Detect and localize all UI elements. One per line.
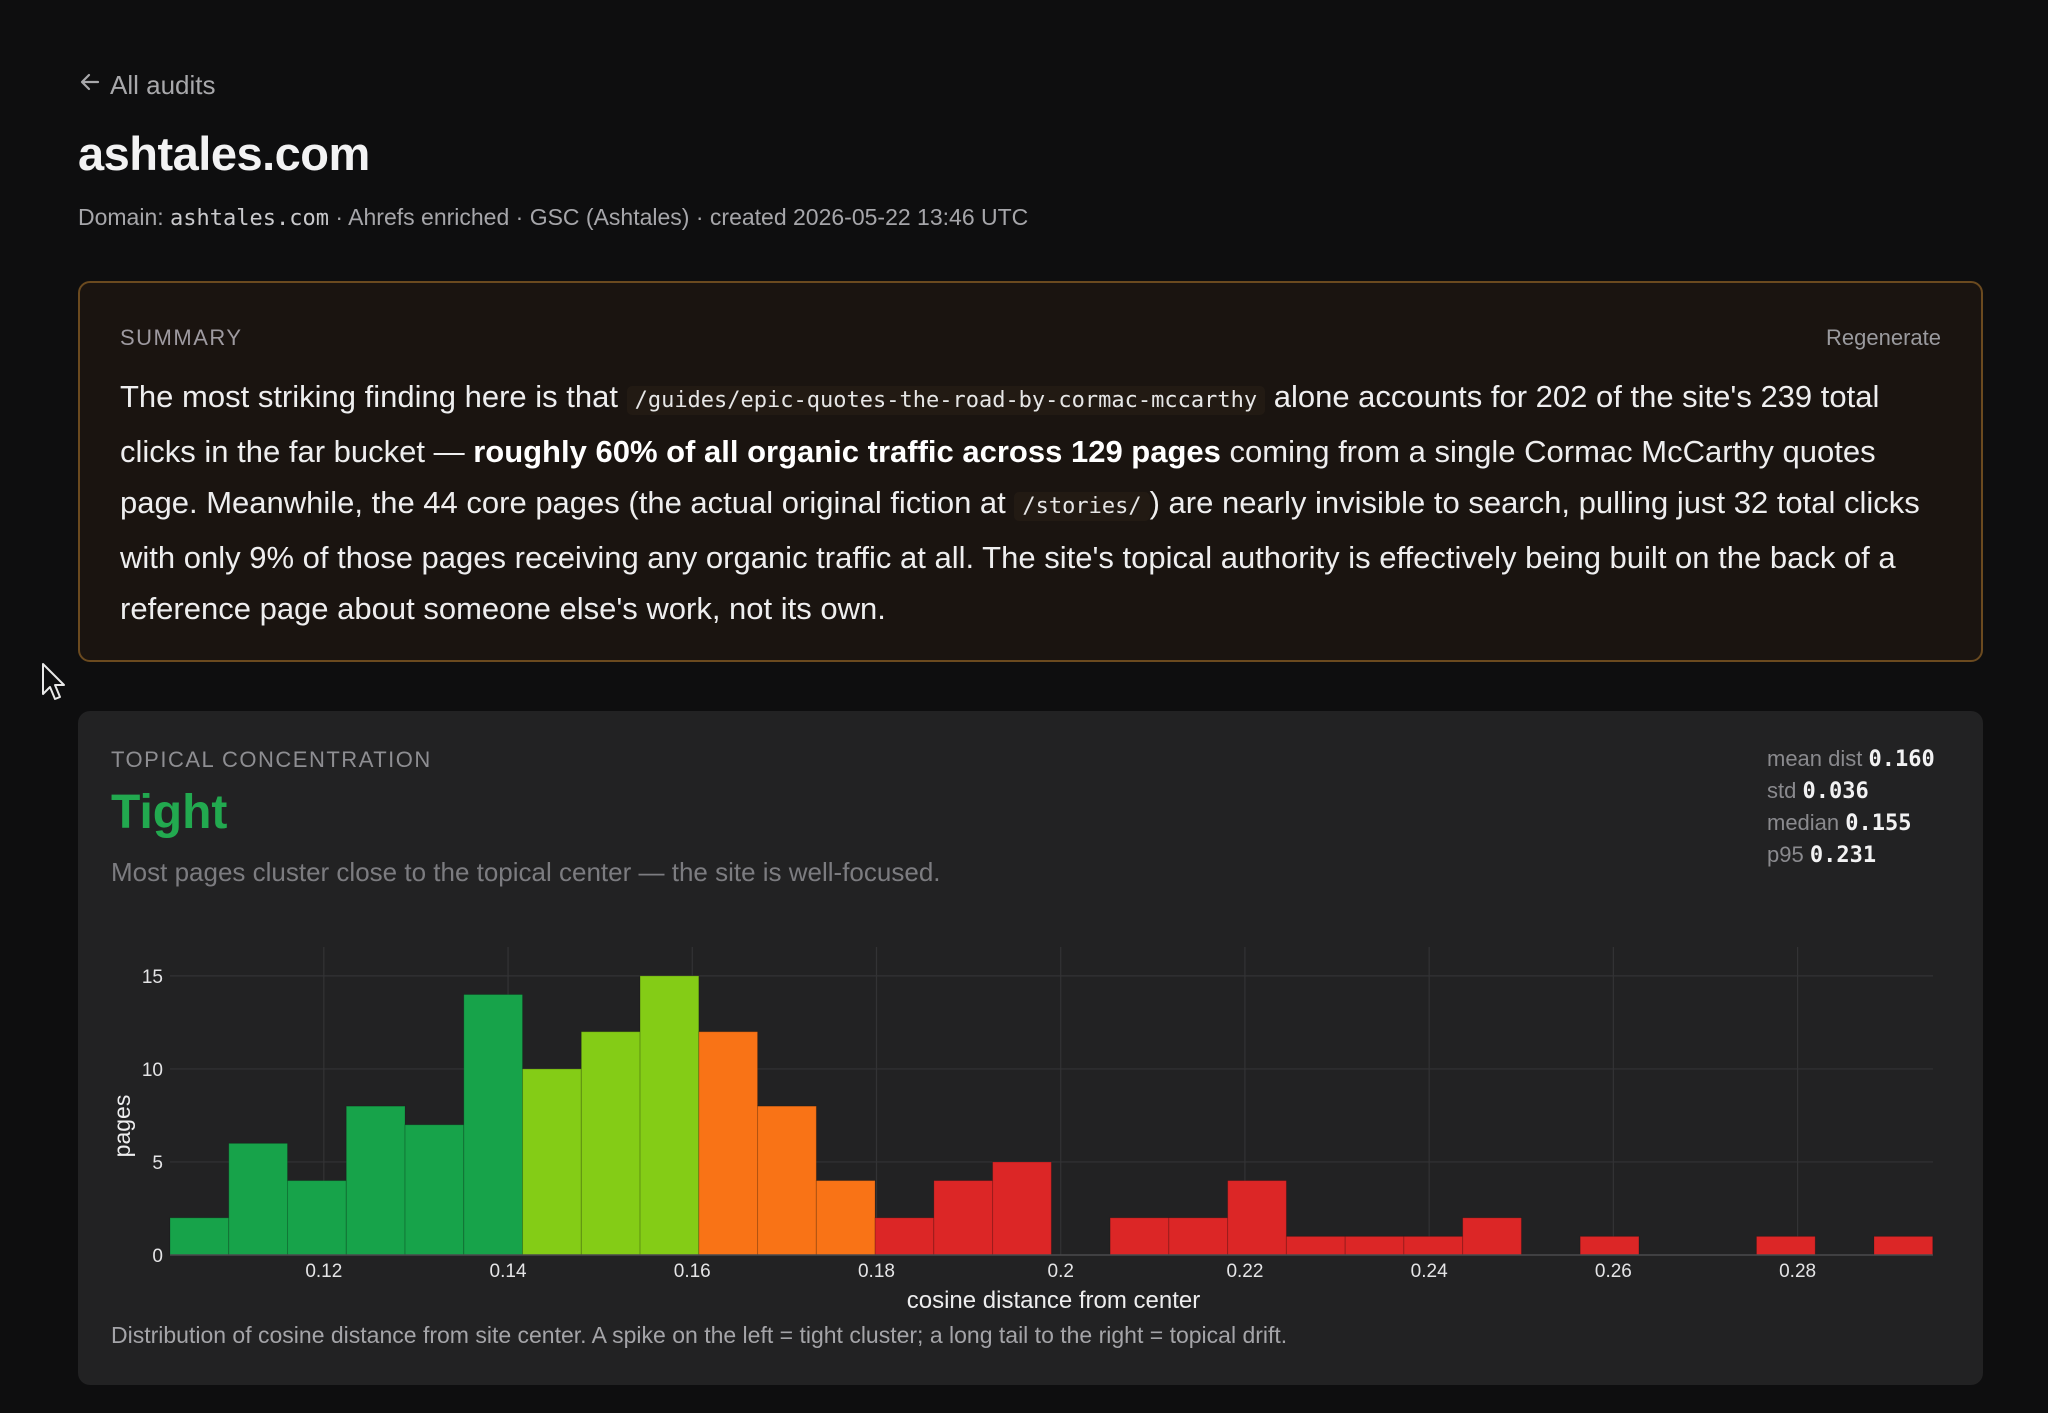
x-tick-label: 0.22 [1226, 1261, 1263, 1282]
summary-text-part: ) are nearly invisible to search, pullin… [120, 485, 1920, 626]
histogram-bar [815, 1180, 876, 1256]
summary-highlight: roughly 60% of all organic traffic acros… [473, 434, 1221, 469]
histogram-bar [287, 1180, 347, 1256]
arrow-left-icon [78, 70, 102, 101]
histogram-bar [757, 1105, 817, 1256]
histogram-bar [345, 1105, 406, 1256]
x-tick-label: 0.24 [1411, 1261, 1448, 1282]
page-title: ashtales.com [78, 127, 370, 180]
stat-value: 0.155 [1845, 811, 1912, 836]
distance-stats: mean dist 0.160 std 0.036 median 0.155 p… [1767, 743, 1935, 871]
summary-code-path: /guides/epic-quotes-the-road-by-cormac-m… [626, 386, 1266, 415]
back-link-label: All audits [110, 70, 216, 100]
summary-text-part: alone accounts for 202 of the site's 239… [120, 379, 1880, 469]
y-tick-label: 10 [142, 1060, 163, 1081]
meta-domain: ashtales.com [170, 206, 329, 231]
summary-text: The most striking finding here is that /… [120, 371, 1950, 634]
topical-concentration-card: TOPICAL CONCENTRATION Tight Most pages c… [78, 711, 1983, 1385]
chart-caption: Distribution of cosine distance from sit… [111, 1322, 1288, 1348]
meta-details: · Ahrefs enriched · GSC (Ashtales) · cre… [329, 204, 1029, 230]
summary-code-path: /stories/ [1014, 492, 1150, 521]
x-tick-label: 0.28 [1779, 1261, 1816, 1282]
histogram-bar [1168, 1217, 1229, 1256]
stat-label: std [1767, 778, 1797, 803]
stat-std: std 0.036 [1767, 775, 1935, 807]
stat-median: median 0.155 [1767, 807, 1935, 839]
histogram-bar [169, 1217, 230, 1256]
meta-domain-prefix: Domain: [78, 204, 171, 230]
topical-verdict: Tight [111, 786, 228, 839]
distance-histogram-chart: 0.12 0.14 0.16 0.18 0.2 0.22 0.24 0.26 0.28 0 5 10 1… [109, 947, 1934, 1311]
histogram-bar [580, 1031, 641, 1256]
histogram-bar [933, 1180, 994, 1256]
y-tick-label: 0 [152, 1246, 163, 1267]
back-to-audits-link[interactable]: All audits [78, 70, 216, 101]
histogram-bar [404, 1124, 465, 1256]
stat-label: p95 [1767, 842, 1804, 867]
y-tick-label: 15 [142, 967, 163, 988]
histogram-bar [1579, 1235, 1640, 1256]
y-tick-label: 5 [152, 1153, 163, 1174]
audit-meta: Domain: ashtales.com · Ahrefs enriched ·… [78, 204, 1028, 231]
x-tick-label: 0.2 [1048, 1261, 1074, 1282]
stat-label: median [1767, 810, 1840, 835]
stat-p95: p95 0.231 [1767, 839, 1935, 871]
histogram-bar [1403, 1235, 1464, 1256]
histogram-bar [1462, 1217, 1522, 1256]
summary-text-part: coming from a single Cormac McCarthy quo… [120, 434, 1876, 520]
x-tick-label: 0.18 [858, 1261, 895, 1282]
histogram-bar [463, 993, 524, 1256]
stat-value: 0.231 [1809, 843, 1877, 868]
x-tick-label: 0.12 [305, 1261, 342, 1282]
x-tick-label: 0.26 [1595, 1261, 1632, 1282]
summary-text-part: The most striking finding here is that [120, 379, 627, 414]
histogram-bar [522, 1068, 582, 1256]
histogram-bar [698, 1031, 759, 1256]
topical-label: TOPICAL CONCENTRATION [111, 747, 432, 772]
stat-mean: mean dist 0.160 [1767, 743, 1935, 775]
histogram-bar [1227, 1180, 1287, 1256]
histogram-bar [1285, 1235, 1346, 1256]
histogram-bar [639, 975, 700, 1256]
histogram-bar [1873, 1235, 1934, 1256]
x-axis-title: cosine distance from center [907, 1287, 1200, 1311]
histogram-bar [228, 1142, 289, 1256]
stat-label: mean dist [1767, 746, 1863, 771]
summary-card: SUMMARY Regenerate The most striking fin… [78, 281, 1983, 662]
histogram-bar [1344, 1235, 1405, 1256]
chart-bars [169, 975, 1934, 1256]
regenerate-button[interactable]: Regenerate [1826, 325, 1941, 350]
chart-axes: 0.12 0.14 0.16 0.18 0.2 0.22 0.24 0.26 0.28 0 5 10 1… [109, 967, 1933, 1311]
histogram-bar [992, 1161, 1052, 1256]
x-tick-label: 0.14 [490, 1261, 527, 1282]
histogram-bar [1755, 1235, 1816, 1256]
x-tick-label: 0.16 [674, 1261, 711, 1282]
stat-value: 0.160 [1868, 747, 1935, 772]
topical-description: Most pages cluster close to the topical … [111, 857, 941, 887]
y-axis-title: pages [109, 1095, 135, 1158]
stat-value: 0.036 [1802, 779, 1869, 804]
summary-label: SUMMARY [120, 325, 243, 350]
mouse-cursor-icon [40, 662, 66, 707]
histogram-bar [874, 1217, 935, 1256]
histogram-bar [1109, 1217, 1170, 1256]
